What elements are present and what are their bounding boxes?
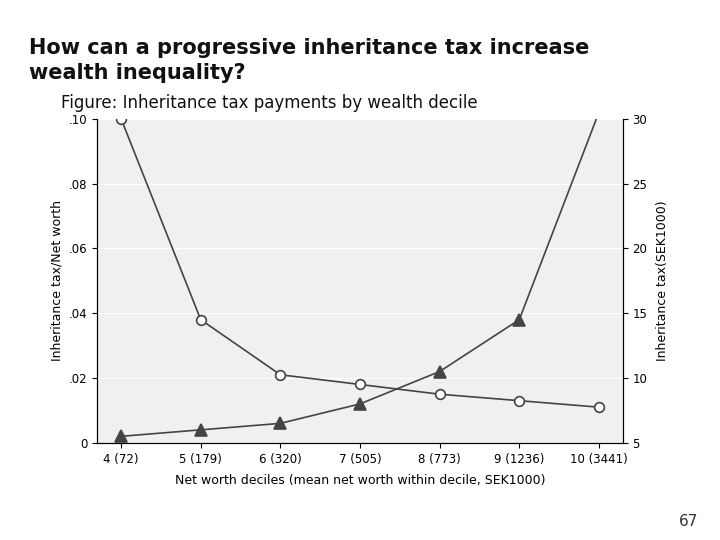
Line: Mean inheritance tax: Mean inheritance tax <box>115 107 605 442</box>
Inheritance tax /Net worth <box>197 316 205 323</box>
Mean inheritance tax <box>436 368 444 375</box>
Mean inheritance tax <box>197 427 205 433</box>
Text: Figure: Inheritance tax payments by wealth decile: Figure: Inheritance tax payments by weal… <box>61 94 478 112</box>
Inheritance tax /Net worth <box>117 116 125 122</box>
Inheritance tax /Net worth <box>595 404 603 410</box>
Text: 67: 67 <box>679 514 698 529</box>
Y-axis label: Inheritance tax/Net worth: Inheritance tax/Net worth <box>50 200 63 361</box>
Mean inheritance tax <box>595 109 603 116</box>
X-axis label: Net worth deciles (mean net worth within decile, SEK1000): Net worth deciles (mean net worth within… <box>175 474 545 487</box>
Mean inheritance tax <box>117 433 125 440</box>
Mean inheritance tax <box>515 316 523 323</box>
Mean inheritance tax <box>356 401 364 407</box>
Inheritance tax /Net worth <box>276 372 284 378</box>
Inheritance tax /Net worth <box>515 397 523 404</box>
Inheritance tax /Net worth <box>356 381 364 388</box>
Text: How can a progressive inheritance tax increase
wealth inequality?: How can a progressive inheritance tax in… <box>29 38 589 83</box>
Inheritance tax /Net worth <box>436 391 444 397</box>
Y-axis label: Inheritance tax(SEK1000): Inheritance tax(SEK1000) <box>656 200 669 361</box>
Mean inheritance tax <box>276 420 284 427</box>
Line: Inheritance tax /Net worth: Inheritance tax /Net worth <box>116 114 604 412</box>
